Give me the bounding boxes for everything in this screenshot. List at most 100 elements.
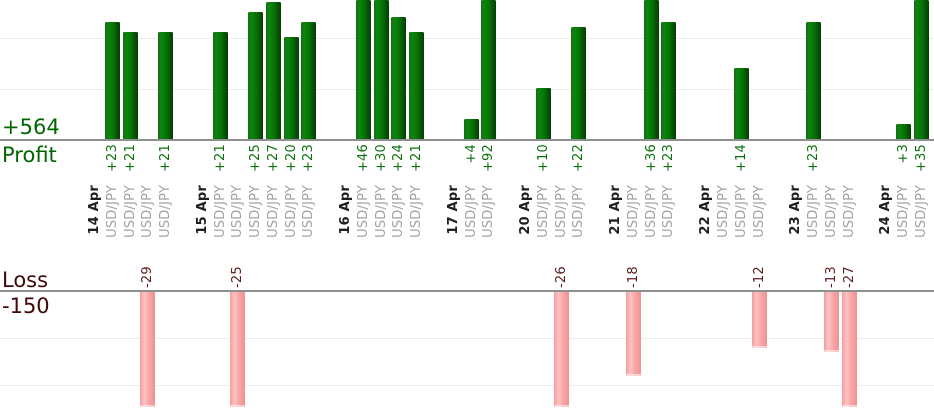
date-column: 15 Apr [195, 0, 212, 420]
symbol-label: USD/JPY [896, 185, 912, 238]
loss-axis-title: Loss [2, 268, 49, 292]
trade-column: +35 USD/JPY [913, 0, 931, 420]
trade-column: +24 USD/JPY [390, 0, 408, 420]
symbol-label: USD/JPY [248, 185, 264, 238]
profit-bar[interactable] [913, 0, 929, 139]
symbol-label: USD/JPY [733, 185, 749, 238]
profit-bar[interactable] [571, 27, 587, 139]
symbol-label: USD/JPY [536, 185, 551, 238]
symbol-label: USD/JPY [158, 185, 174, 238]
profit-bar[interactable] [643, 0, 659, 139]
trade-column: +23 USD/JPY [300, 0, 318, 420]
loss-bar[interactable] [140, 292, 156, 407]
trade-column: +20 USD/JPY [283, 0, 301, 420]
profit-gridline-10 [0, 89, 934, 90]
symbol-label: USD/JPY [463, 185, 479, 238]
profit-bar[interactable] [212, 32, 228, 139]
profit-value-label: +22 [571, 144, 587, 173]
symbol-label: USD/JPY [716, 185, 732, 238]
loss-bar[interactable] [230, 292, 246, 407]
trade-column: -25 USD/JPY [229, 0, 247, 420]
profit-bar[interactable] [373, 0, 389, 139]
symbol-label: USD/JPY [408, 185, 424, 238]
symbol-label: USD/JPY [355, 185, 371, 238]
loss-axis-line [0, 290, 934, 292]
trade-column: +23 USD/JPY [104, 0, 122, 420]
profit-bar[interactable] [248, 12, 264, 139]
trade-column: -18 USD/JPY [625, 0, 643, 420]
profit-value-label: +92 [481, 144, 497, 173]
profit-value-label: +23 [301, 144, 317, 173]
loss-bar[interactable] [626, 292, 642, 376]
profit-bar[interactable] [733, 68, 749, 139]
date-label: 24 Apr [878, 185, 894, 235]
date-column: 21 Apr [608, 0, 625, 420]
date-group: 15 Apr +21 USD/JPY -25 USD/JPY +25 USD/JPY +27 U… [195, 0, 318, 420]
trade-column: +22 USD/JPY [570, 0, 588, 420]
profit-value-label: +21 [122, 144, 138, 173]
profit-value-label: +23 [661, 144, 677, 173]
profit-axis-title: Profit [2, 143, 57, 167]
date-group: 20 Apr +10 USD/JPY -26 USD/JPY +22 USD/JPY [518, 0, 588, 420]
profit-bar[interactable] [896, 124, 912, 139]
trade-column: -29 USD/JPY [139, 0, 157, 420]
loss-bar[interactable] [823, 292, 839, 352]
profit-bar[interactable] [301, 22, 317, 139]
trade-column: +25 USD/JPY [247, 0, 265, 420]
loss-bar[interactable] [751, 292, 767, 348]
trade-column: USD/JPY [715, 0, 733, 420]
symbol-label: USD/JPY [265, 185, 281, 238]
trade-column: +92 USD/JPY [480, 0, 498, 420]
trade-column: +21 USD/JPY [408, 0, 426, 420]
trade-column: +21 USD/JPY [157, 0, 175, 420]
profit-bar[interactable] [265, 2, 281, 139]
date-column: 23 Apr [788, 0, 805, 420]
date-group: 17 Apr +4 USD/JPY +92 USD/JPY [446, 0, 498, 420]
symbol-label: USD/JPY [913, 185, 929, 238]
symbol-label: USD/JPY [571, 185, 587, 238]
date-label: 15 Apr [194, 185, 210, 235]
trade-column: +23 USD/JPY [660, 0, 678, 420]
trade-column: +14 USD/JPY [733, 0, 751, 420]
profit-total-label: +564 [2, 115, 60, 139]
profit-value-label: +21 [158, 144, 174, 173]
symbol-label: USD/JPY [391, 185, 407, 238]
loss-value-label: -13 [823, 266, 839, 288]
profit-value-label: +20 [283, 144, 299, 173]
profit-bar[interactable] [158, 32, 174, 139]
symbol-label: USD/JPY [212, 185, 228, 238]
profit-bar[interactable] [391, 17, 407, 139]
symbol-label: USD/JPY [841, 185, 857, 238]
loss-value-label: -25 [230, 266, 246, 288]
profit-value-label: +14 [733, 144, 749, 173]
date-group: 16 Apr +46 USD/JPY +30 USD/JPY +24 USD/JPY +21 U… [338, 0, 426, 420]
date-group: 22 Apr USD/JPY +14 USD/JPY -12 USD/JPY [698, 0, 768, 420]
profit-value-label: +23 [806, 144, 822, 173]
profit-value-label: +25 [248, 144, 264, 173]
profit-bar[interactable] [105, 22, 120, 139]
profit-bar[interactable] [408, 32, 424, 139]
loss-gridline-10 [0, 338, 934, 339]
profit-bar[interactable] [536, 88, 551, 139]
date-column: 22 Apr [698, 0, 715, 420]
profit-bar[interactable] [283, 37, 299, 139]
profit-bar[interactable] [806, 22, 822, 139]
loss-gridline-20 [0, 385, 934, 386]
profit-bar[interactable] [661, 22, 677, 139]
profit-gridline-20 [0, 38, 934, 39]
symbol-label: USD/JPY [481, 185, 497, 238]
profit-value-label: +4 [463, 144, 479, 164]
loss-bar[interactable] [841, 292, 857, 407]
date-column: 24 Apr [878, 0, 895, 420]
profit-value-label: +21 [212, 144, 228, 173]
loss-value-label: -27 [841, 266, 857, 288]
date-column: 20 Apr [518, 0, 535, 420]
profit-bar[interactable] [122, 32, 138, 139]
profit-bar[interactable] [355, 0, 371, 139]
symbol-label: USD/JPY [661, 185, 677, 238]
trade-column: +4 USD/JPY [463, 0, 481, 420]
profit-bar[interactable] [463, 119, 479, 139]
date-group: 14 Apr +23 USD/JPY +21 USD/JPY -29 USD/JPY +21 U… [87, 0, 175, 420]
profit-bar[interactable] [481, 0, 497, 139]
loss-bar[interactable] [553, 292, 569, 407]
